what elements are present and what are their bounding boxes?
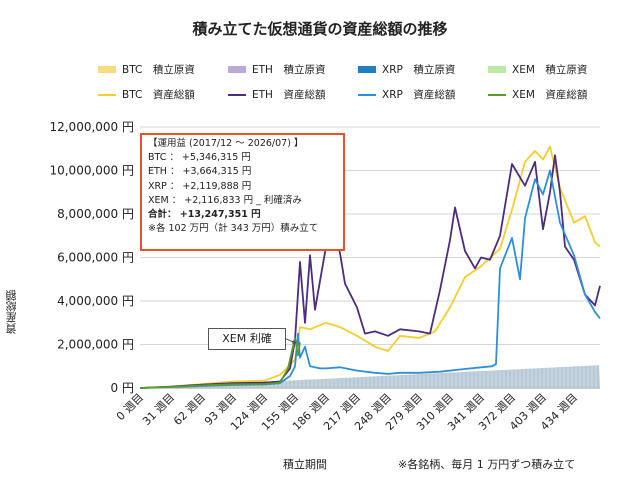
y-tick-label: 12,000,000 円 <box>49 120 134 134</box>
y-axis-ticks: 0 円 2,000,000 円 4,000,000 円 6,000,000 円 8,00… <box>49 120 134 395</box>
legend-label: XEM 積立原資 <box>512 64 588 76</box>
legend-swatch <box>98 93 116 96</box>
y-tick-label: 8,000,000 円 <box>57 207 134 221</box>
chart-legend: BTC 積立原資 ETH 積立原資 XRP 積立原資 XEM 積立原資 BTC 資産総額… <box>98 62 618 102</box>
legend-swatch <box>228 66 246 73</box>
series-line-btc <box>139 145 601 389</box>
x-axis-note: ※各銘柄、毎月 1 万円ずつ積み立て <box>398 458 576 471</box>
legend-item: ETH 積立原資 <box>228 62 358 77</box>
legend-label: BTC 積立原資 <box>122 64 195 76</box>
legend-item: XRP 積立原資 <box>358 62 488 77</box>
legend-swatch <box>488 66 506 73</box>
x-axis-label: 積立期間 <box>283 458 327 471</box>
profit-summary-box: 【運用益 (2017/12 〜 2026/07) 】 BTC ： +5,346,… <box>140 133 345 251</box>
summary-line-xem: XEM ： +2,116,833 円 _ 利確済み <box>148 194 302 206</box>
legend-item: XEM 積立原資 <box>488 62 618 77</box>
y-tick-label: 4,000,000 円 <box>57 294 134 308</box>
legend-item: XRP 資産総額 <box>358 87 488 102</box>
legend-label: XEM 資産総額 <box>512 89 588 101</box>
y-tick-label: 10,000,000 円 <box>49 164 134 178</box>
callout-point <box>292 340 296 345</box>
series-lines <box>139 145 601 389</box>
legend-label: XRP 資産総額 <box>382 89 456 101</box>
legend-swatch <box>358 66 376 73</box>
legend-label: ETH 積立原資 <box>252 64 326 76</box>
x-tick-label: 31 週目 <box>140 391 177 428</box>
x-tick-label: 62 週目 <box>171 391 208 428</box>
summary-line-eth: ETH ： +3,664,315 円 <box>148 166 252 178</box>
y-tick-label: 0 円 <box>111 381 134 395</box>
y-axis-label: 資産総額 <box>5 290 18 334</box>
legend-label: BTC 資産総額 <box>122 89 195 101</box>
legend-swatch <box>98 66 116 73</box>
legend-label: ETH 資産総額 <box>252 89 326 101</box>
summary-note: ※各 102 万円（計 343 万円）積み立て <box>148 223 319 235</box>
legend-item: ETH 資産総額 <box>228 87 358 102</box>
summary-header: 【運用益 (2017/12 〜 2026/07) 】 <box>148 138 304 149</box>
legend-item: BTC 資産総額 <box>98 87 228 102</box>
series-line-xrp <box>139 169 601 389</box>
legend-label: XRP 積立原資 <box>382 64 456 76</box>
xem-profit-callout: XEM 利確 <box>208 328 286 350</box>
series-line-xem <box>139 337 301 389</box>
y-tick-label: 2,000,000 円 <box>57 338 134 352</box>
summary-line-btc: BTC ： +5,346,315 円 <box>148 152 251 164</box>
legend-item: XEM 資産総額 <box>488 87 618 102</box>
summary-line-xrp: XRP ： +2,119,888 円 <box>148 180 252 192</box>
legend-item: BTC 積立原資 <box>98 62 228 77</box>
chart-title: 積み立てた仮想通貨の資産総額の推移 <box>192 20 448 38</box>
legend-swatch <box>228 93 246 96</box>
summary-total: 合計： +13,247,351 円 <box>148 209 261 221</box>
y-tick-label: 6,000,000 円 <box>57 251 134 265</box>
legend-swatch <box>488 93 506 96</box>
legend-swatch <box>358 93 376 96</box>
